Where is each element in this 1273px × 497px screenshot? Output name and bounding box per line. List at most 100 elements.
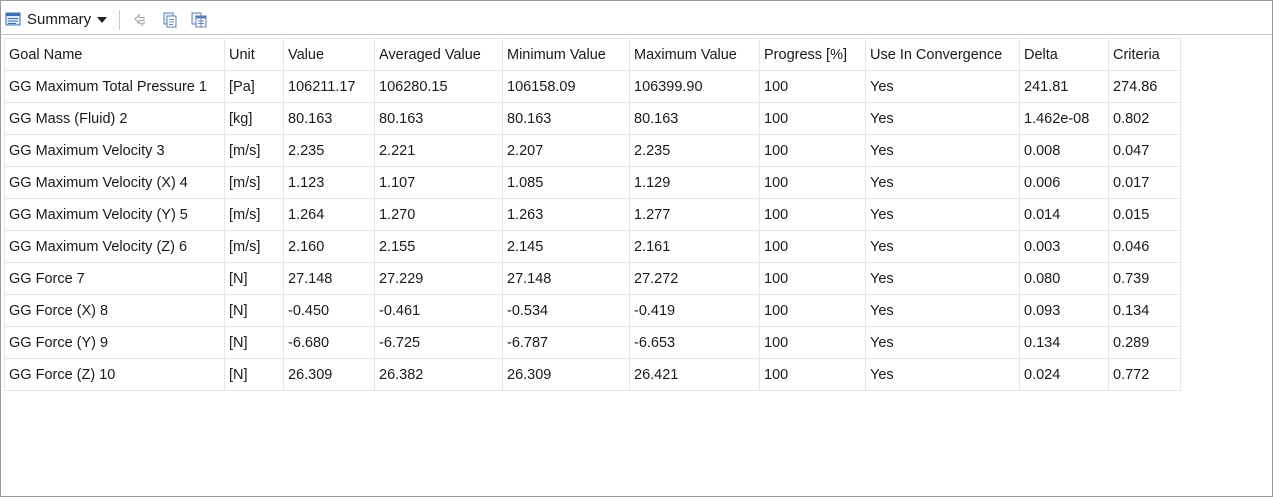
cell-unit: [m/s] [224, 230, 284, 263]
cell-unit: [N] [224, 294, 284, 327]
cell-averaged-value: 1.270 [374, 198, 503, 231]
cell-criteria: 0.046 [1108, 230, 1181, 263]
cell-maximum-value: 27.272 [629, 262, 760, 295]
cell-use-in-convergence: Yes [865, 326, 1020, 359]
cell-minimum-value: 26.309 [502, 358, 630, 391]
cell-delta: 0.008 [1019, 134, 1109, 167]
cell-minimum-value: 80.163 [502, 102, 630, 135]
cell-goal-name: GG Force (X) 8 [4, 294, 225, 327]
cell-value: 27.148 [283, 262, 375, 295]
refresh-icon[interactable] [131, 11, 149, 29]
cell-delta: 1.462e-08 [1019, 102, 1109, 135]
cell-progress: 100 [759, 358, 866, 391]
cell-averaged-value: 27.229 [374, 262, 503, 295]
table-row[interactable]: GG Force (Y) 9 [N] -6.680 -6.725 -6.787 … [4, 326, 1181, 359]
cell-averaged-value: 2.221 [374, 134, 503, 167]
cell-unit: [N] [224, 326, 284, 359]
cell-use-in-convergence: Yes [865, 102, 1020, 135]
table-row[interactable]: GG Force 7 [N] 27.148 27.229 27.148 27.2… [4, 262, 1181, 295]
column-header-use-in-convergence[interactable]: Use In Convergence [865, 38, 1020, 71]
table-row[interactable]: GG Maximum Velocity (Y) 5 [m/s] 1.264 1.… [4, 198, 1181, 231]
cell-minimum-value: -6.787 [502, 326, 630, 359]
chevron-down-icon [97, 17, 108, 23]
table-row[interactable]: GG Maximum Velocity (Z) 6 [m/s] 2.160 2.… [4, 230, 1181, 263]
cell-delta: 0.093 [1019, 294, 1109, 327]
cell-minimum-value: 1.085 [502, 166, 630, 199]
table-row[interactable]: GG Maximum Velocity (X) 4 [m/s] 1.123 1.… [4, 166, 1181, 199]
cell-averaged-value: -0.461 [374, 294, 503, 327]
cell-goal-name: GG Maximum Total Pressure 1 [4, 70, 225, 103]
cell-value: -0.450 [283, 294, 375, 327]
column-header-goal-name[interactable]: Goal Name [4, 38, 225, 71]
cell-criteria: 0.017 [1108, 166, 1181, 199]
table-row[interactable]: GG Mass (Fluid) 2 [kg] 80.163 80.163 80.… [4, 102, 1181, 135]
cell-unit: [Pa] [224, 70, 284, 103]
column-header-delta[interactable]: Delta [1019, 38, 1109, 71]
column-header-maximum-value[interactable]: Maximum Value [629, 38, 760, 71]
cell-minimum-value: 2.145 [502, 230, 630, 263]
column-header-unit[interactable]: Unit [224, 38, 284, 71]
cell-maximum-value: -0.419 [629, 294, 760, 327]
cell-unit: [kg] [224, 102, 284, 135]
copy-icon[interactable] [161, 11, 179, 29]
column-header-minimum-value[interactable]: Minimum Value [502, 38, 630, 71]
cell-maximum-value: 1.129 [629, 166, 760, 199]
cell-value: 2.160 [283, 230, 375, 263]
table-row[interactable]: GG Force (Z) 10 [N] 26.309 26.382 26.309… [4, 358, 1181, 391]
cell-unit: [m/s] [224, 198, 284, 231]
cell-progress: 100 [759, 294, 866, 327]
cell-criteria: 0.802 [1108, 102, 1181, 135]
cell-criteria: 0.772 [1108, 358, 1181, 391]
cell-value: 106211.17 [283, 70, 375, 103]
cell-maximum-value: -6.653 [629, 326, 760, 359]
cell-goal-name: GG Force (Z) 10 [4, 358, 225, 391]
cell-use-in-convergence: Yes [865, 262, 1020, 295]
cell-delta: 241.81 [1019, 70, 1109, 103]
table-row[interactable]: GG Maximum Velocity 3 [m/s] 2.235 2.221 … [4, 134, 1181, 167]
cell-progress: 100 [759, 134, 866, 167]
cell-criteria: 0.289 [1108, 326, 1181, 359]
goals-table: Goal Name Unit Value Averaged Value Mini… [4, 38, 1181, 391]
summary-dropdown-button[interactable]: Summary [5, 7, 108, 31]
column-header-criteria[interactable]: Criteria [1108, 38, 1181, 71]
cell-progress: 100 [759, 70, 866, 103]
cell-delta: 0.134 [1019, 326, 1109, 359]
copy-all-icon[interactable] [190, 11, 208, 29]
cell-averaged-value: 2.155 [374, 230, 503, 263]
cell-maximum-value: 2.235 [629, 134, 760, 167]
cell-value: 26.309 [283, 358, 375, 391]
cell-minimum-value: 2.207 [502, 134, 630, 167]
cell-goal-name: GG Maximum Velocity (Z) 6 [4, 230, 225, 263]
cell-progress: 100 [759, 198, 866, 231]
cell-unit: [N] [224, 358, 284, 391]
cell-progress: 100 [759, 166, 866, 199]
cell-delta: 0.024 [1019, 358, 1109, 391]
column-header-averaged-value[interactable]: Averaged Value [374, 38, 503, 71]
table-header-row: Goal Name Unit Value Averaged Value Mini… [4, 38, 1181, 71]
cell-use-in-convergence: Yes [865, 230, 1020, 263]
summary-label: Summary [27, 10, 92, 28]
cell-goal-name: GG Mass (Fluid) 2 [4, 102, 225, 135]
cell-use-in-convergence: Yes [865, 134, 1020, 167]
cell-maximum-value: 1.277 [629, 198, 760, 231]
cell-progress: 100 [759, 102, 866, 135]
table-row[interactable]: GG Maximum Total Pressure 1 [Pa] 106211.… [4, 70, 1181, 103]
cell-use-in-convergence: Yes [865, 70, 1020, 103]
cell-unit: [m/s] [224, 134, 284, 167]
toolbar-separator [119, 10, 120, 30]
cell-value: 80.163 [283, 102, 375, 135]
cell-delta: 0.006 [1019, 166, 1109, 199]
cell-criteria: 274.86 [1108, 70, 1181, 103]
cell-maximum-value: 2.161 [629, 230, 760, 263]
cell-unit: [N] [224, 262, 284, 295]
column-header-progress[interactable]: Progress [%] [759, 38, 866, 71]
column-header-value[interactable]: Value [283, 38, 375, 71]
cell-maximum-value: 106399.90 [629, 70, 760, 103]
cell-criteria: 0.047 [1108, 134, 1181, 167]
cell-goal-name: GG Maximum Velocity (X) 4 [4, 166, 225, 199]
cell-use-in-convergence: Yes [865, 358, 1020, 391]
cell-criteria: 0.134 [1108, 294, 1181, 327]
table-row[interactable]: GG Force (X) 8 [N] -0.450 -0.461 -0.534 … [4, 294, 1181, 327]
cell-delta: 0.014 [1019, 198, 1109, 231]
cell-goal-name: GG Force (Y) 9 [4, 326, 225, 359]
